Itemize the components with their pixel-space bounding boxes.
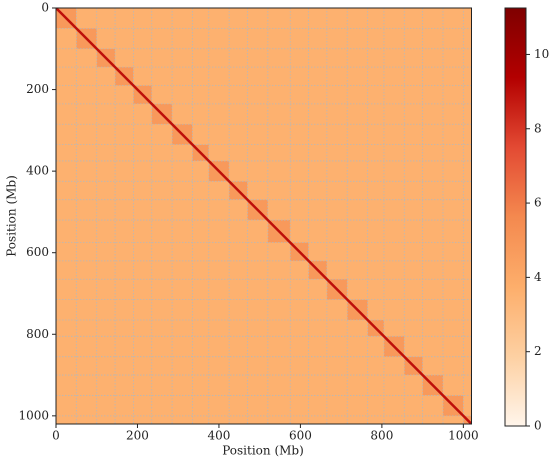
colorbar-tick-label: 4 <box>534 270 542 284</box>
y-tick-label: 600 <box>26 245 49 259</box>
x-tick-label: 200 <box>126 429 149 443</box>
x-tick-label: 0 <box>52 429 60 443</box>
y-tick-label: 200 <box>26 82 49 96</box>
heatmap <box>56 8 472 424</box>
x-tick-label: 400 <box>207 429 230 443</box>
colorbar-tick-label: 8 <box>534 121 542 135</box>
y-tick-label: 400 <box>26 164 49 178</box>
colorbar-tick-label: 6 <box>534 196 542 210</box>
colorbar-tick-label: 0 <box>534 419 542 433</box>
diagonal <box>56 8 472 424</box>
colorbar-tick-label: 2 <box>534 344 542 358</box>
x-tick-label: 600 <box>289 429 312 443</box>
x-tick-label: 800 <box>370 429 393 443</box>
x-tick-label: 1000 <box>448 429 479 443</box>
colorbar <box>504 7 527 427</box>
y-tick-label: 0 <box>41 1 49 15</box>
x-axis-label: Position (Mb) <box>222 444 304 458</box>
y-tick-label: 1000 <box>18 408 49 422</box>
y-tick-label: 800 <box>26 327 49 341</box>
y-axis-label: Position (Mb) <box>5 175 19 257</box>
colorbar-tick-label: 10 <box>534 47 549 61</box>
plot-frame <box>55 7 472 425</box>
